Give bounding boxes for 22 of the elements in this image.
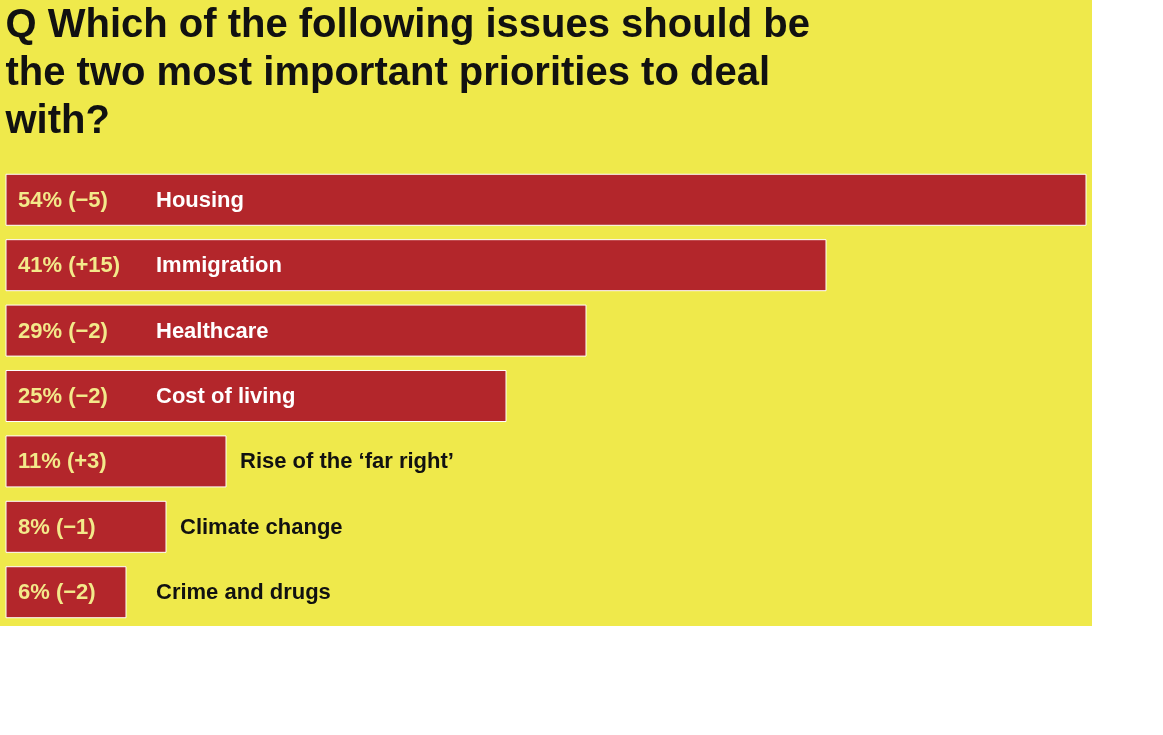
data-label: 29% (−2) — [18, 317, 108, 343]
data-label: 25% (−2) — [18, 383, 108, 408]
data-label: 41% (+15) — [18, 252, 121, 278]
data-label: 6% (−2) — [18, 579, 96, 605]
bar — [5, 369, 507, 423]
bar — [5, 435, 227, 488]
y-tick-label: Housing — [156, 186, 244, 212]
bar — [5, 239, 827, 292]
y-tick-label: Climate change — [180, 513, 343, 539]
bar — [5, 566, 127, 619]
data-label: 8% (−1) — [18, 513, 96, 539]
y-tick-label: Crime and drugs — [156, 579, 331, 605]
y-tick-label: Rise of the ‘far right’ — [240, 448, 454, 474]
y-tick-label: Healthcare — [156, 317, 269, 343]
y-tick-label: Cost of living — [156, 383, 296, 408]
chart-title: Q Which of the following issues should be the two most important priorities to deal with? — [4, 1, 810, 141]
bar — [5, 500, 167, 553]
y-tick-label: Immigration — [156, 252, 282, 278]
data-label: 11% (+3) — [18, 448, 107, 474]
data-label: 54% (−5) — [18, 186, 108, 212]
bar — [5, 173, 1087, 226]
bar — [5, 304, 587, 357]
